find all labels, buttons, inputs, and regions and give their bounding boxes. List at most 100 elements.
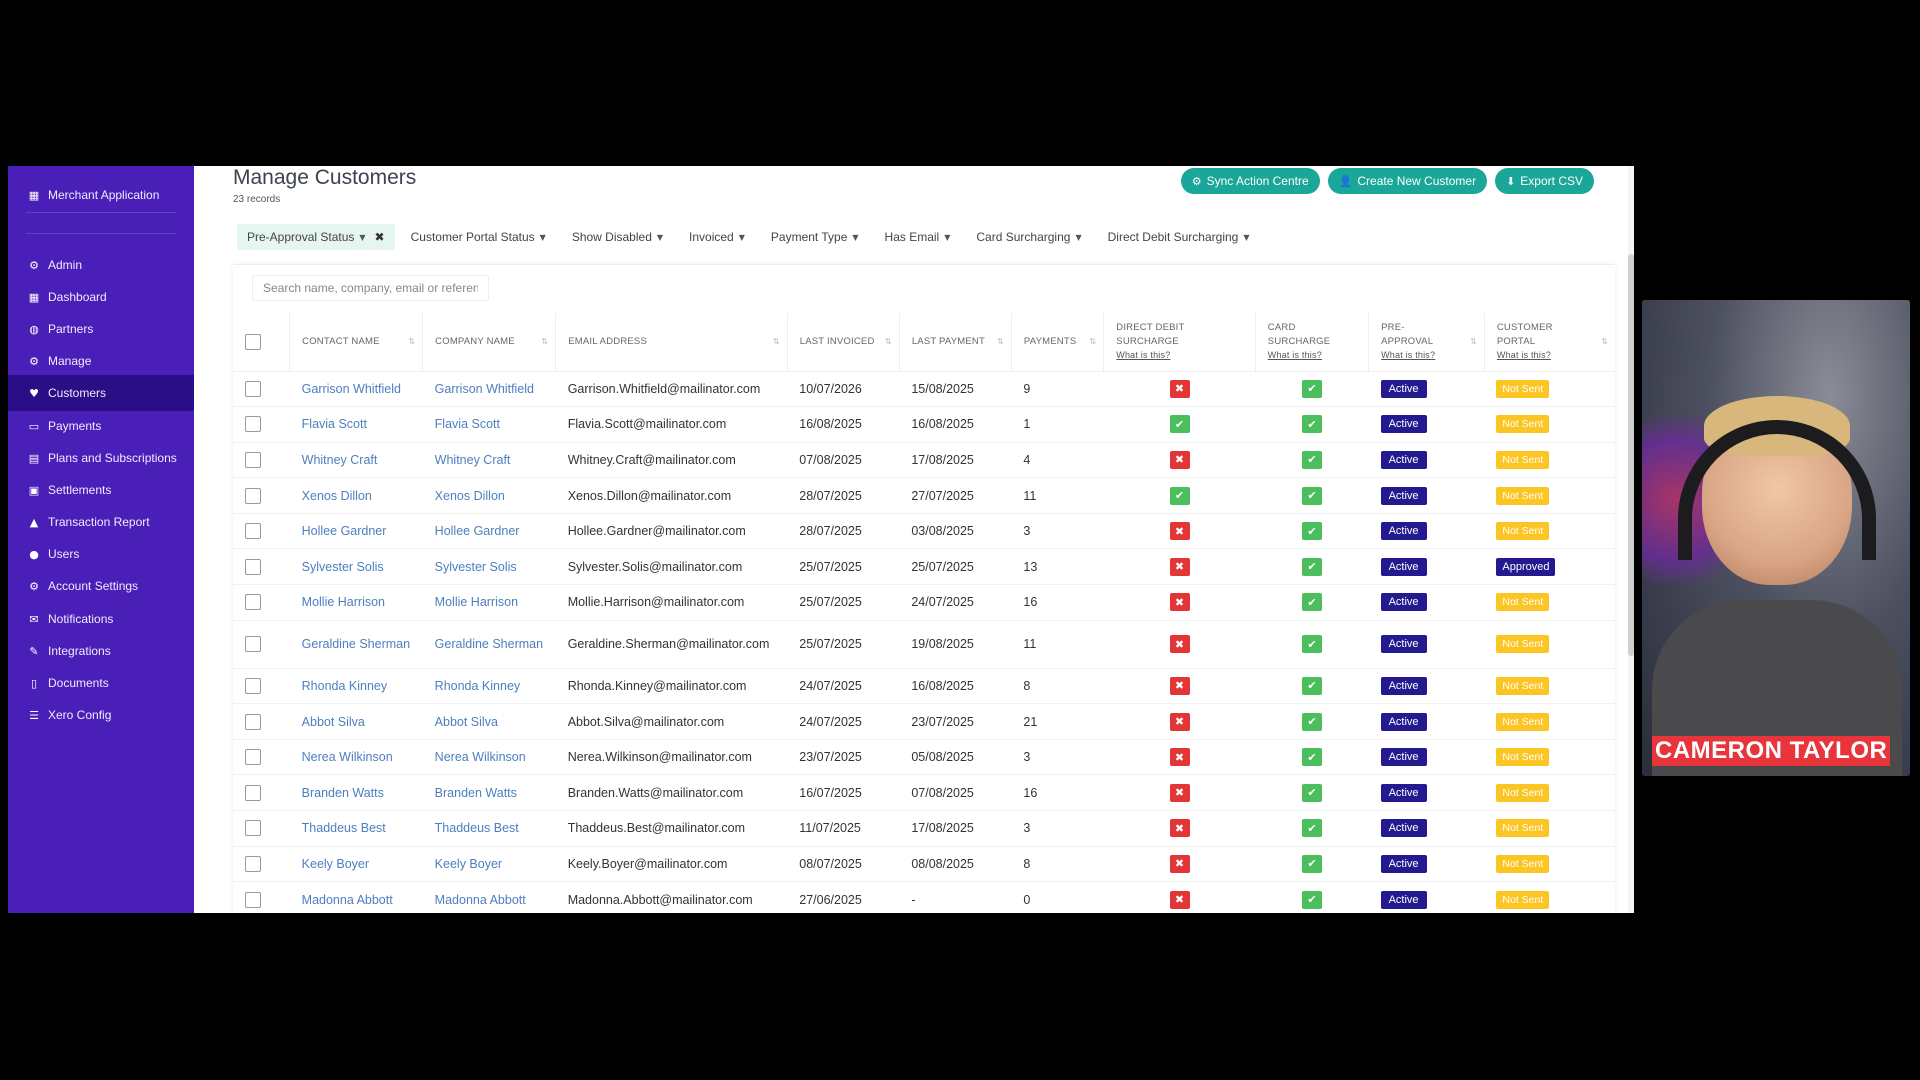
table-row[interactable]: Xenos Dillon Xenos Dillon Xenos.Dillon@mai… bbox=[233, 477, 1615, 514]
header-last-invoiced[interactable]: Last Invoiced ⇅ bbox=[787, 313, 900, 372]
sidebar-item-payments[interactable]: ▭ Payments bbox=[8, 408, 194, 444]
company-name-link[interactable]: Xenos Dillon bbox=[422, 477, 556, 514]
company-name-link[interactable]: Sylvester Solis bbox=[422, 548, 556, 586]
contact-name-link[interactable]: Garrison Whitfield bbox=[289, 371, 423, 408]
row-checkbox[interactable] bbox=[245, 820, 261, 837]
sidebar-item-plans-and-subscriptions[interactable]: ▤ Plans and Subscriptions bbox=[8, 440, 194, 476]
filter-has-email[interactable]: Has Email ▼ bbox=[875, 224, 961, 250]
header-contact-name[interactable]: Contact Name ⇅ bbox=[289, 313, 424, 372]
row-checkbox[interactable] bbox=[245, 784, 261, 801]
company-name-link[interactable]: Madonna Abbott bbox=[422, 881, 556, 913]
header-email-address[interactable]: Email Address ⇅ bbox=[555, 313, 788, 372]
header-last-payment[interactable]: Last Payment ⇅ bbox=[899, 313, 1012, 372]
table-row[interactable]: Hollee Gardner Hollee Gardner Hollee.Gardn… bbox=[233, 513, 1615, 550]
table-row[interactable]: Geraldine Sherman Geraldine Sherman Gerald… bbox=[233, 620, 1615, 669]
company-name-link[interactable]: Abbot Silva bbox=[422, 703, 556, 740]
row-checkbox[interactable] bbox=[245, 749, 261, 766]
sidebar-item-transaction-report[interactable]: ▲ Transaction Report bbox=[8, 504, 194, 540]
contact-name-link[interactable]: Whitney Craft bbox=[289, 442, 423, 479]
row-checkbox[interactable] bbox=[245, 594, 261, 611]
row-checkbox[interactable] bbox=[245, 380, 261, 397]
contact-name-link[interactable]: Abbot Silva bbox=[289, 703, 423, 740]
scrollbar-thumb[interactable] bbox=[1628, 254, 1634, 656]
contact-name-link[interactable]: Keely Boyer bbox=[289, 846, 423, 883]
row-checkbox[interactable] bbox=[245, 677, 261, 694]
filter-invoiced[interactable]: Invoiced ▼ bbox=[679, 224, 755, 250]
header-customer-portal[interactable]: Customer Portal What is this? ⇅ bbox=[1484, 313, 1615, 372]
row-checkbox[interactable] bbox=[245, 713, 261, 730]
table-row[interactable]: Sylvester Solis Sylvester Solis Sylvester.… bbox=[233, 548, 1615, 586]
filter-customer-portal-status[interactable]: Customer Portal Status ▼ bbox=[401, 224, 556, 250]
sidebar-item-settlements[interactable]: ▣ Settlements bbox=[8, 472, 194, 508]
header-company-name[interactable]: Company Name ⇅ bbox=[422, 313, 557, 372]
contact-name-link[interactable]: Thaddeus Best bbox=[289, 810, 423, 847]
company-name-link[interactable]: Garrison Whitfield bbox=[422, 371, 556, 408]
row-checkbox[interactable] bbox=[245, 855, 261, 872]
what-is-this-link[interactable]: What is this? bbox=[1267, 349, 1322, 360]
company-name-link[interactable]: Branden Watts bbox=[422, 774, 556, 812]
table-row[interactable]: Garrison Whitfield Garrison Whitfield Garr… bbox=[233, 371, 1615, 408]
row-checkbox[interactable] bbox=[245, 636, 261, 653]
filter-direct-debit-surcharging[interactable]: Direct Debit Surcharging ▼ bbox=[1098, 224, 1260, 250]
sidebar-item-integrations[interactable]: ✎ Integrations bbox=[8, 633, 194, 669]
row-checkbox[interactable] bbox=[245, 451, 261, 468]
company-name-link[interactable]: Flavia Scott bbox=[422, 406, 556, 443]
table-row[interactable]: Keely Boyer Keely Boyer Keely.Boyer@mailin… bbox=[233, 846, 1615, 883]
create-new-customer-button[interactable]: 👤 Create New Customer bbox=[1327, 168, 1488, 194]
sidebar-item-xero-config[interactable]: ☰ Xero Config bbox=[8, 697, 194, 733]
row-checkbox[interactable] bbox=[245, 416, 261, 433]
table-row[interactable]: Whitney Craft Whitney Craft Whitney.Craft@… bbox=[233, 442, 1615, 479]
header-pre-approval[interactable]: Pre- Approval What is this? ⇅ bbox=[1368, 313, 1485, 372]
scrollbar[interactable] bbox=[1628, 166, 1634, 913]
search-input[interactable] bbox=[252, 275, 489, 301]
contact-name-link[interactable]: Hollee Gardner bbox=[289, 513, 423, 550]
row-checkbox[interactable] bbox=[245, 523, 261, 540]
contact-name-link[interactable]: Nerea Wilkinson bbox=[289, 739, 423, 776]
sidebar-item-partners[interactable]: ◍ Partners bbox=[8, 311, 194, 347]
table-row[interactable]: Flavia Scott Flavia Scott Flavia.Scott@mai… bbox=[233, 406, 1615, 443]
sidebar-item-notifications[interactable]: ✉ Notifications bbox=[8, 601, 194, 637]
contact-name-link[interactable]: Flavia Scott bbox=[289, 406, 423, 443]
table-row[interactable]: Mollie Harrison Mollie Harrison Mollie.Har… bbox=[233, 584, 1615, 621]
sidebar-item-admin[interactable]: ⚙ Admin bbox=[8, 247, 194, 283]
what-is-this-link[interactable]: What is this? bbox=[1381, 349, 1436, 360]
contact-name-link[interactable]: Sylvester Solis bbox=[289, 548, 423, 586]
sidebar-item-documents[interactable]: ▯ Documents bbox=[8, 665, 194, 701]
contact-name-link[interactable]: Madonna Abbott bbox=[289, 881, 423, 913]
row-checkbox[interactable] bbox=[245, 558, 261, 575]
company-name-link[interactable]: Thaddeus Best bbox=[422, 810, 556, 847]
sidebar-item-account-settings[interactable]: ⚙ Account Settings bbox=[8, 568, 194, 604]
contact-name-link[interactable]: Rhonda Kinney bbox=[289, 668, 423, 705]
table-row[interactable]: Abbot Silva Abbot Silva Abbot.Silva@mailin… bbox=[233, 703, 1615, 740]
export-csv-button[interactable]: ⬇ Export CSV bbox=[1495, 168, 1594, 194]
sidebar-item-users[interactable]: ● Users bbox=[8, 536, 194, 572]
filter-show-disabled[interactable]: Show Disabled ▼ bbox=[562, 224, 673, 250]
table-row[interactable]: Nerea Wilkinson Nerea Wilkinson Nerea.Wilk… bbox=[233, 739, 1615, 776]
sidebar-item-manage[interactable]: ⚙ Manage bbox=[8, 343, 194, 379]
company-name-link[interactable]: Geraldine Sherman bbox=[422, 620, 556, 669]
table-row[interactable]: Madonna Abbott Madonna Abbott Madonna.Abbo… bbox=[233, 881, 1615, 913]
what-is-this-link[interactable]: What is this? bbox=[1496, 349, 1551, 360]
sync-action-centre-button[interactable]: ⚙ Sync Action Centre bbox=[1180, 168, 1320, 194]
company-name-link[interactable]: Hollee Gardner bbox=[422, 513, 556, 550]
contact-name-link[interactable]: Geraldine Sherman bbox=[289, 620, 423, 669]
sidebar-item-merchant-application[interactable]: ▦ Merchant Application bbox=[8, 177, 194, 213]
filter-pre-approval-status[interactable]: Pre-Approval Status ▼ ✖ bbox=[237, 224, 395, 250]
contact-name-link[interactable]: Mollie Harrison bbox=[289, 584, 423, 621]
table-row[interactable]: Branden Watts Branden Watts Branden.Watts@… bbox=[233, 774, 1615, 812]
clear-filter-icon[interactable]: ✖ bbox=[374, 230, 385, 244]
company-name-link[interactable]: Keely Boyer bbox=[422, 846, 556, 883]
company-name-link[interactable]: Nerea Wilkinson bbox=[422, 739, 556, 776]
filter-card-surcharging[interactable]: Card Surcharging ▼ bbox=[966, 224, 1091, 250]
table-row[interactable]: Thaddeus Best Thaddeus Best Thaddeus.Best@… bbox=[233, 810, 1615, 847]
select-all-checkbox[interactable] bbox=[245, 333, 261, 350]
table-row[interactable]: Rhonda Kinney Rhonda Kinney Rhonda.Kinney@… bbox=[233, 668, 1615, 705]
sidebar-item-dashboard[interactable]: ▦ Dashboard bbox=[8, 279, 194, 315]
sidebar-item-customers[interactable]: ♥ Customers bbox=[8, 375, 194, 411]
filter-payment-type[interactable]: Payment Type ▼ bbox=[761, 224, 869, 250]
company-name-link[interactable]: Whitney Craft bbox=[422, 442, 556, 479]
header-payments[interactable]: Payments ⇅ bbox=[1011, 313, 1105, 372]
contact-name-link[interactable]: Branden Watts bbox=[289, 774, 423, 812]
company-name-link[interactable]: Mollie Harrison bbox=[422, 584, 556, 621]
row-checkbox[interactable] bbox=[245, 891, 261, 908]
